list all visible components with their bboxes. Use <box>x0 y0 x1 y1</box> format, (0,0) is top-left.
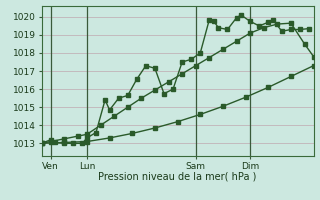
X-axis label: Pression niveau de la mer( hPa ): Pression niveau de la mer( hPa ) <box>99 172 257 182</box>
